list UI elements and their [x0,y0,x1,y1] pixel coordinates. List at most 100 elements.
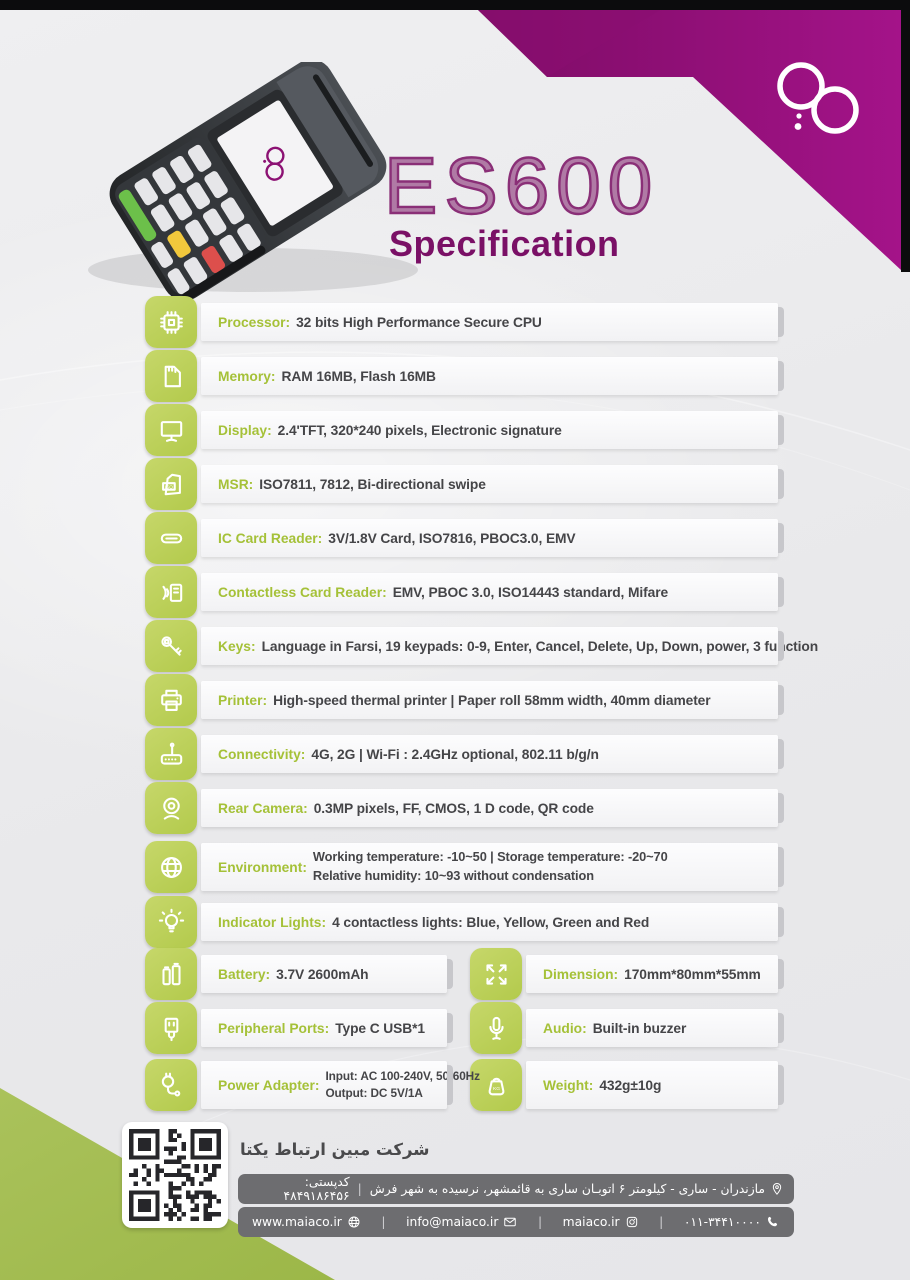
spec-label: Dimension: [543,966,619,982]
spec-value: Input: AC 100-240V, 50-60Hz Output: DC 5V… [325,1069,480,1100]
spec-label: Indicator Lights: [218,914,327,930]
phone-icon [767,1216,778,1227]
page-title: ES600 [383,141,660,230]
spec-bar: Peripheral Ports: Type C USB*1 [201,1009,453,1047]
spec-label: Display: [218,422,272,438]
phone-number: ۰۱۱-۳۴۴۱۰۰۰۰ [683,1215,761,1229]
svg-text:ISO: ISO [164,484,172,489]
page-subtitle: Specification [389,223,620,264]
spec-bar: Display: 2.4'TFT, 320*240 pixels, Electro… [201,411,784,449]
spec-bar: Indicator Lights: 4 contactless lights: B… [201,903,784,941]
spec-label: Keys: [218,638,256,654]
spec-value: Language in Farsi, 19 keypads: 0-9, Ente… [261,638,819,654]
battery-icon [145,948,197,1000]
purple-corner-shape [478,10,901,270]
spec-label: Printer: [218,692,268,708]
spec-row: Contactless Card Reader: EMV, PBOC 3.0, I… [0,566,910,618]
qr-code [122,1122,228,1228]
spec-value: High-speed thermal printer | Paper roll … [273,692,711,708]
peripheral-ports-icon [145,1002,197,1054]
spec-row: Connectivity: 4G, 2G | Wi-Fi : 2.4GHz opt… [0,728,910,780]
website-url: www.maiaco.ir [252,1215,342,1229]
instagram-item: maiaco.ir [563,1215,639,1229]
spec-value: 4 contactless lights: Blue, Yellow, Gree… [332,914,650,930]
spec-value: RAM 16MB, Flash 16MB [281,368,437,384]
spec-bar: Connectivity: 4G, 2G | Wi-Fi : 2.4GHz opt… [201,735,784,773]
spec-label: Processor: [218,314,291,330]
contact-bar: www.maiaco.ir | info@maiaco.ir | maiaco.… [238,1207,794,1237]
spec-row: Display: 2.4'TFT, 320*240 pixels, Electro… [0,404,910,456]
pos-terminal-photo [88,62,418,302]
email-item: info@maiaco.ir [406,1215,517,1229]
spec-value: ISO7811, 7812, Bi-directional swipe [259,476,486,492]
printer-icon [145,674,197,726]
right-frame-bar [901,0,910,272]
envelope-icon [504,1217,517,1227]
address-text: مازندران - ساری - کیلومتر ۶ اتوبـان ساری… [369,1182,765,1196]
spec-value: 432g±10g [599,1077,662,1093]
spec-row: Battery: 3.7V 2600mAh Dimension: 170mm*80mm… [0,948,910,1000]
audio-icon [470,1002,522,1054]
instagram-handle: maiaco.ir [562,1215,620,1229]
spec-row: Environment: Working temperature: -10~50 … [0,841,910,893]
spec-row: Keys: Language in Farsi, 19 keypads: 0-9,… [0,620,910,672]
spec-bar: Audio: Built-in buzzer [526,1009,784,1047]
spec-bar: IC Card Reader: 3V/1.8V Card, ISO7816, PB… [201,519,784,557]
spec-value: 3.7V 2600mAh [276,966,369,982]
separator: | [659,1215,664,1229]
location-pin-icon [772,1182,782,1195]
spec-bar: Environment: Working temperature: -10~50 … [201,843,784,891]
spec-bar: Keys: Language in Farsi, 19 keypads: 0-9,… [201,627,818,665]
spec-label: Battery: [218,966,271,982]
memory-icon [145,350,197,402]
spec-label: Rear Camera: [218,800,308,816]
spec-bar: Printer: High-speed thermal printer | Pap… [201,681,784,719]
top-frame-bar [0,0,910,10]
spec-label: Peripheral Ports: [218,1020,330,1036]
spec-label: Audio: [543,1020,587,1036]
spec-bar: MSR: ISO7811, 7812, Bi-directional swipe [201,465,784,503]
spec-row: IC Card Reader: 3V/1.8V Card, ISO7816, PB… [0,512,910,564]
spec-value: 32 bits High Performance Secure CPU [296,314,542,330]
spec-bar: Battery: 3.7V 2600mAh [201,955,453,993]
rear-camera-icon [145,782,197,834]
mobin-rings-logo-icon [777,62,859,134]
spec-value: Working temperature: -10~50 | Storage te… [312,849,668,883]
spec-value: 4G, 2G | Wi-Fi : 2.4GHz optional, 802.11… [311,746,599,762]
connectivity-icon [145,728,197,780]
separator: | [357,1182,362,1196]
spec-row: Rear Camera: 0.3MP pixels, FF, CMOS, 1 D … [0,782,910,834]
spec-row: Power Adapter: Input: AC 100-240V, 50-60H… [0,1059,910,1111]
spec-label: Power Adapter: [218,1077,320,1093]
postal-code: کدپستی: ۴۸۴۹۱۸۶۴۵۶ [283,1175,350,1203]
spec-value: Built-in buzzer [592,1020,687,1036]
spec-value: EMV, PBOC 3.0, ISO14443 standard, Mifare [392,584,669,600]
spec-label: MSR: [218,476,254,492]
email-address: info@maiaco.ir [406,1215,499,1229]
keys-icon [145,620,197,672]
contactless-card-reader-icon [145,566,197,618]
dimension-icon [470,948,522,1000]
spec-value: 2.4'TFT, 320*240 pixels, Electronic sign… [277,422,562,438]
instagram-icon [626,1216,637,1228]
spec-bar: Contactless Card Reader: EMV, PBOC 3.0, I… [201,573,784,611]
spec-row: Indicator Lights: 4 contactless lights: B… [0,896,910,948]
spec-list: Processor: 32 bits High Performance Secur… [0,296,910,1121]
separator: | [381,1215,386,1229]
indicator-lights-icon [145,896,197,948]
display-icon [145,404,197,456]
spec-bar: Processor: 32 bits High Performance Secur… [201,303,784,341]
spec-row: Memory: RAM 16MB, Flash 16MB [0,350,910,402]
spec-label: Connectivity: [218,746,306,762]
spec-row: Processor: 32 bits High Performance Secur… [0,296,910,348]
spec-bar: Memory: RAM 16MB, Flash 16MB [201,357,784,395]
processor-icon [145,296,197,348]
spec-label: Environment: [218,859,307,875]
separator: | [537,1215,543,1229]
spec-bar: Rear Camera: 0.3MP pixels, FF, CMOS, 1 D … [201,789,784,827]
environment-icon [145,841,197,893]
website-item: www.maiaco.ir [252,1215,361,1229]
svg-text:KG: KG [492,1086,499,1092]
spec-value: 170mm*80mm*55mm [624,966,761,982]
spec-label: Memory: [218,368,276,384]
